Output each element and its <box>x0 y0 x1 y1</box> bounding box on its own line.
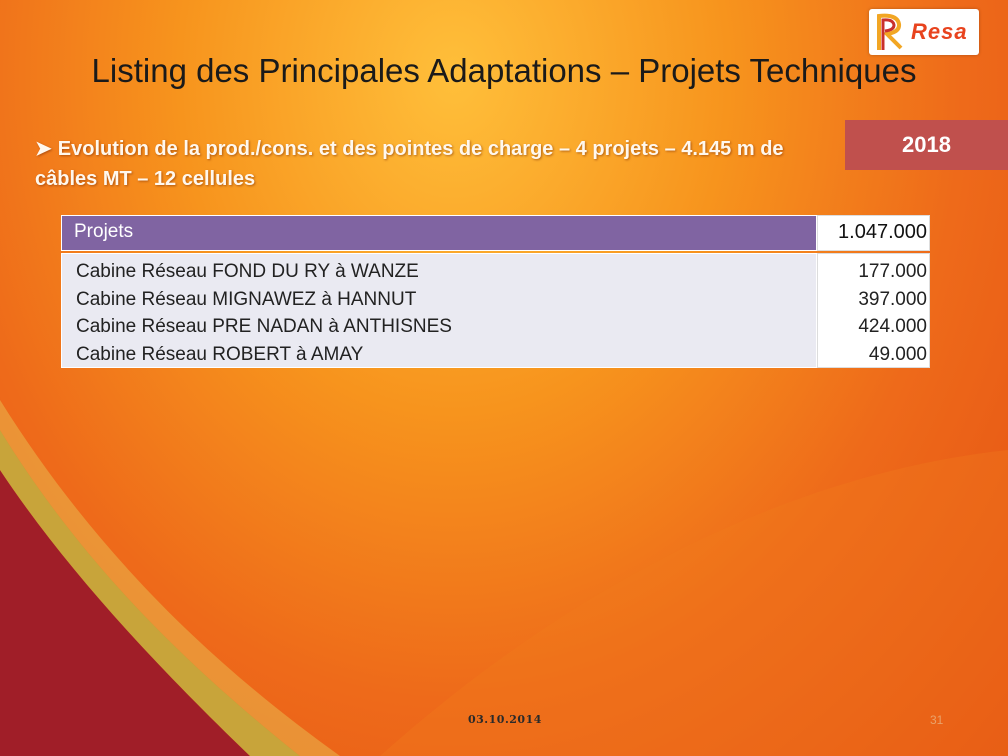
footer-date: 03.10.2014 <box>468 713 542 726</box>
table-row-amount: 49.000 <box>868 343 927 365</box>
page-number: 31 <box>930 713 944 727</box>
table-header-label: Projets <box>74 221 134 242</box>
projects-table: Projets 1.047.000 Cabine Réseau FOND DU … <box>61 215 930 368</box>
resa-logo: Resa <box>869 9 979 55</box>
table-row-project: Cabine Réseau PRE NADAN à ANTHISNES <box>76 316 452 337</box>
bullet-arrow-icon: ➤ <box>35 138 52 160</box>
slide-title: Listing des Principales Adaptations – Pr… <box>91 52 917 89</box>
table-row-project: Cabine Réseau ROBERT à AMAY <box>76 343 364 365</box>
table-header-total: 1.047.000 <box>838 221 927 243</box>
year-badge: 2018 <box>845 120 1008 170</box>
bullet-text: Evolution de la prod./cons. et des point… <box>35 138 784 190</box>
year-label: 2018 <box>902 132 951 157</box>
table-row-project: Cabine Réseau MIGNAWEZ à HANNUT <box>76 288 417 310</box>
table-row-amount: 397.000 <box>858 288 927 310</box>
project-names-cell: Cabine Réseau FOND DU RY à WANZE Cabine … <box>61 253 817 368</box>
resa-logo-icon <box>877 13 903 50</box>
table-header-total-cell: 1.047.000 <box>817 215 930 251</box>
table-row-amount: 177.000 <box>858 261 927 282</box>
project-amounts-cell: 177.000 397.000 424.000 49.000 <box>817 253 930 368</box>
table-row-project: Cabine Réseau FOND DU RY à WANZE <box>76 261 419 282</box>
table-header-label-cell: Projets <box>61 215 817 251</box>
logo-text: Resa <box>911 19 968 44</box>
table-row-amount: 424.000 <box>858 316 927 337</box>
bullet-point: ➤ Evolution de la prod./cons. et des poin… <box>35 134 835 194</box>
